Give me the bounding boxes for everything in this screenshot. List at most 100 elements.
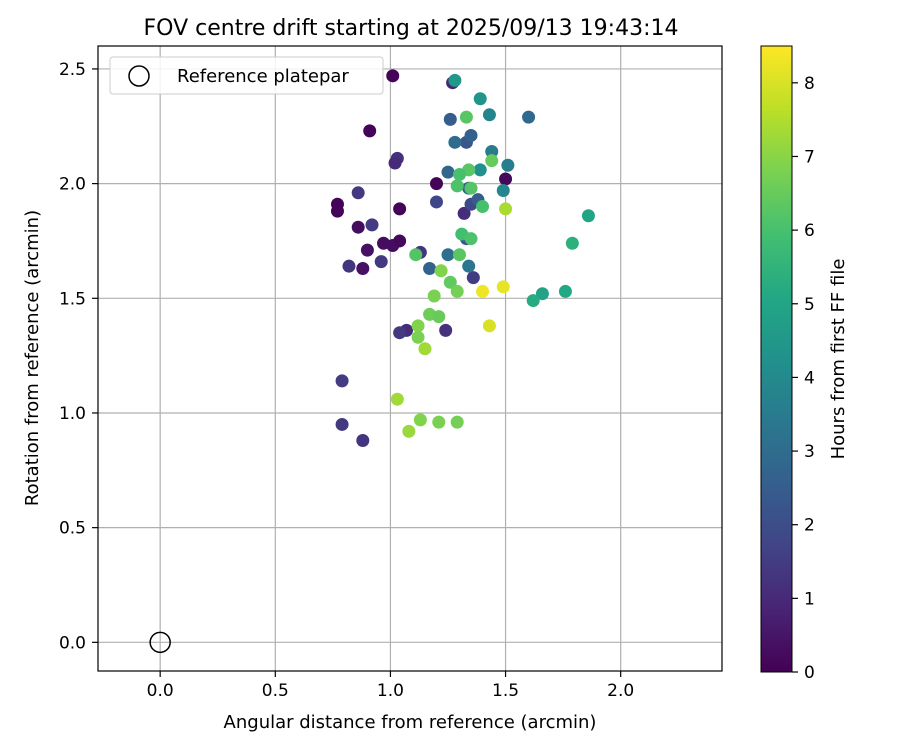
scatter-point (526, 294, 540, 308)
y-tick-label: 2.0 (59, 175, 86, 195)
chart-title: FOV centre drift starting at 2025/09/13 … (144, 16, 679, 41)
x-tick-label: 2.0 (607, 681, 634, 701)
scatter-point (453, 248, 467, 262)
y-tick-label: 1.5 (59, 289, 86, 309)
scatter-point (386, 69, 400, 83)
scatter-point (522, 110, 536, 124)
scatter-point (342, 259, 356, 273)
scatter-point (402, 424, 416, 438)
scatter-point (418, 342, 432, 356)
scatter-point (393, 202, 407, 216)
grid-lines (98, 46, 722, 671)
scatter-point (501, 158, 515, 172)
scatter-point (439, 323, 453, 337)
scatter-point (393, 234, 407, 248)
scatter-point (565, 236, 579, 250)
y-tick-label: 0.0 (59, 633, 86, 653)
scatter-point (413, 413, 427, 427)
scatter-point (450, 179, 464, 193)
scatter-point (443, 112, 457, 126)
scatter-point (432, 310, 446, 324)
y-tick-label: 1.0 (59, 404, 86, 424)
scatter-point (363, 124, 377, 138)
colorbar-gradient (760, 45, 793, 673)
x-axis-ticks: 0.0 0.5 1.0 1.5 2.0 (147, 671, 634, 701)
scatter-point (429, 177, 443, 191)
y-axis-ticks: 0.0 0.5 1.0 1.5 2.0 2.5 (59, 60, 98, 653)
scatter-point (459, 110, 473, 124)
x-tick-label: 1.0 (377, 681, 404, 701)
legend-entry-reference-platepar: Reference platepar (177, 66, 349, 87)
scatter-point (432, 415, 446, 429)
scatter-point (535, 287, 549, 301)
scatter-point (485, 145, 499, 159)
scatter-point (448, 135, 462, 149)
scatter-point (499, 202, 513, 216)
legend: Reference platepar (109, 56, 384, 95)
scatter-point (429, 195, 443, 209)
scatter-point (441, 248, 455, 262)
scatter-point (462, 259, 476, 273)
colorbar-tick-label: 7 (804, 147, 815, 167)
scatter-point (450, 415, 464, 429)
scatter-point (464, 128, 478, 142)
colorbar-tick-label: 4 (804, 368, 815, 388)
scatter-point (466, 271, 480, 285)
reference-marker (149, 631, 171, 654)
scatter-point (434, 264, 448, 278)
scatter-point (356, 433, 370, 447)
colorbar-label: Hours from first FF file (828, 259, 849, 460)
legend-box (109, 56, 384, 95)
y-tick-label: 2.5 (59, 60, 86, 80)
x-tick-label: 0.5 (262, 681, 289, 701)
scatter-point (351, 186, 365, 200)
x-tick-label: 1.5 (492, 681, 519, 701)
scatter-point (464, 181, 478, 195)
scatter-point (450, 284, 464, 298)
scatter-points (330, 69, 595, 447)
scatter-point (390, 392, 404, 406)
scatter-point (441, 165, 455, 179)
scatter-point (482, 319, 496, 333)
scatter-point (482, 108, 496, 122)
scatter-point (453, 167, 467, 181)
scatter-point (464, 232, 478, 246)
scatter-point (485, 154, 499, 168)
legend-marker-icon (128, 65, 150, 87)
scatter-point (356, 261, 370, 275)
colorbar-tick-label: 8 (804, 74, 815, 94)
scatter-point (558, 284, 572, 298)
scatter-point (473, 163, 487, 177)
scatter-point (476, 284, 490, 298)
colorbar-tick-label: 5 (804, 295, 815, 315)
scatter-point (330, 204, 344, 218)
scatter-point (411, 319, 425, 333)
scatter-point (388, 156, 402, 170)
colorbar-tick-label: 3 (804, 442, 815, 462)
x-tick-label: 0.0 (147, 681, 174, 701)
scatter-point (443, 275, 457, 289)
colorbar-ticks: 0 1 2 3 4 5 6 7 8 (792, 74, 815, 683)
scatter-point (365, 218, 379, 232)
colorbar-tick-label: 1 (804, 589, 815, 609)
scatter-point (581, 209, 595, 223)
scatter-point (427, 289, 441, 303)
scatter-point (335, 374, 349, 388)
scatter-point (360, 243, 374, 257)
scatter-point (476, 200, 490, 214)
y-tick-label: 0.5 (59, 519, 86, 539)
reference-point (149, 631, 171, 654)
scatter-point (457, 206, 471, 220)
colorbar-tick-label: 0 (804, 663, 815, 683)
scatter-point (423, 261, 437, 275)
scatter-point (374, 255, 388, 269)
plot-area-frame (97, 45, 723, 672)
scatter-point (335, 417, 349, 431)
colorbar-tick-label: 2 (804, 516, 815, 536)
scatter-point (393, 326, 407, 340)
scatter-point (351, 220, 365, 234)
x-axis-label: Angular distance from reference (arcmin) (224, 712, 597, 733)
y-axis-label: Rotation from reference (arcmin) (22, 210, 43, 506)
scatter-point (409, 248, 423, 262)
